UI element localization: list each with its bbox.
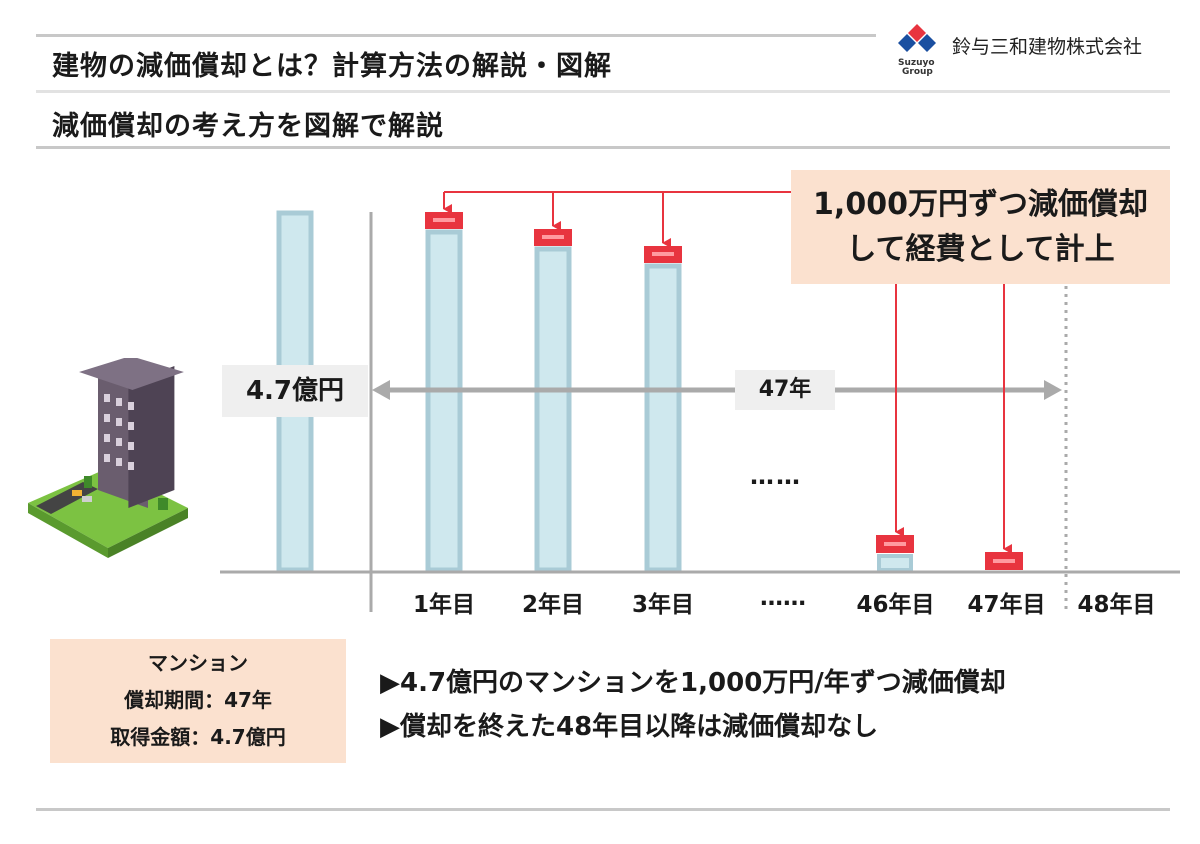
x-label-year-48: 48年目 bbox=[1077, 592, 1156, 618]
bullet-depreciation-schedule: ▶4.7億円のマンションを1,000万円/年ずつ減価償却 bbox=[380, 668, 1006, 698]
building-illustration bbox=[28, 358, 188, 558]
year-47-bar bbox=[985, 552, 1023, 570]
x-label-ellipsis: …… bbox=[760, 585, 806, 611]
footer-rule bbox=[36, 808, 1170, 811]
x-label-year-47: 47年目 bbox=[967, 592, 1046, 618]
info-depreciation-period: 償却期間：47年 bbox=[124, 688, 272, 712]
info-acquisition-amount: 取得金額：4.7億円 bbox=[110, 725, 286, 749]
callout-connector-arrows bbox=[443, 191, 1012, 554]
header-mid-rule bbox=[36, 90, 1170, 93]
header-top-rule bbox=[36, 34, 876, 37]
depreciation-callout: 1,000万円ずつ減価償却 して経費として計上 bbox=[791, 170, 1170, 284]
logo-text-group: Group bbox=[902, 67, 933, 77]
depreciation-period-label: 47年 bbox=[735, 370, 835, 410]
x-label-year-46: 46年目 bbox=[856, 592, 935, 618]
callout-line-2: して経費として計上 bbox=[846, 232, 1115, 267]
year-46-bar bbox=[876, 535, 914, 572]
logo-text-suzuyo: Suzuyo bbox=[898, 58, 935, 68]
ellipsis-middle: …… bbox=[750, 462, 802, 490]
property-info-box: マンション 償却期間：47年 取得金額：4.7億円 bbox=[50, 639, 346, 763]
year-1-bar bbox=[425, 212, 463, 573]
period-arrow-right-head bbox=[1044, 380, 1062, 400]
bullet-after-depreciation: ▶償却を終えた48年目以降は減価償却なし bbox=[380, 712, 879, 742]
company-name: 鈴与三和建物株式会社 bbox=[952, 36, 1143, 58]
callout-line-1: 1,000万円ずつ減価償却 bbox=[813, 187, 1148, 222]
x-label-year-3: 3年目 bbox=[631, 592, 694, 618]
acquisition-value-label: 4.7億円 bbox=[222, 365, 368, 417]
x-label-year-1: 1年目 bbox=[412, 592, 475, 618]
page-subtitle: 減価償却の考え方を図解で解説 bbox=[52, 111, 444, 142]
page-title: 建物の減価償却とは？計算方法の解説・図解 bbox=[52, 51, 612, 82]
period-arrow-left-head bbox=[372, 380, 390, 400]
info-property-type: マンション bbox=[148, 651, 248, 675]
year-3-bar bbox=[644, 246, 682, 573]
x-label-year-2: 2年目 bbox=[521, 592, 584, 618]
suzuyo-logo: Suzuyo Group bbox=[896, 22, 938, 78]
logo-mark-icon bbox=[898, 24, 936, 52]
year-2-bar bbox=[534, 229, 572, 573]
header-bottom-rule bbox=[36, 146, 1170, 149]
